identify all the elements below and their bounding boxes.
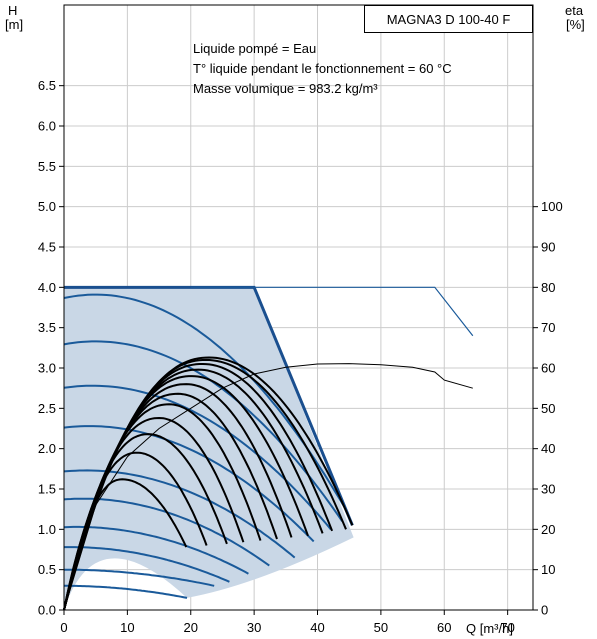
system-curves	[63, 356, 354, 611]
x-tick-label: 30	[247, 620, 261, 635]
right-tick-label: 10	[541, 562, 555, 577]
left-tick-label: 4.0	[38, 280, 56, 295]
right-tick-label: 50	[541, 401, 555, 416]
pump-speed-curve	[63, 340, 344, 522]
right-tick-label: 40	[541, 441, 555, 456]
condition-fluid: Liquide pompé = Eau	[193, 41, 317, 56]
pump-speed-curve	[63, 425, 315, 543]
model-label: MAGNA3 D 100-40 F	[364, 5, 533, 33]
max-efficiency-curve	[190, 286, 474, 337]
right-tick-label: 90	[541, 240, 555, 255]
left-axis-unit: [m]	[5, 17, 23, 32]
condition-temperature: T° liquide pendant le fonctionnement = 6…	[193, 61, 452, 76]
pump-speed-curve	[64, 546, 230, 583]
right-tick-label: 80	[541, 280, 555, 295]
x-tick-label: 60	[437, 620, 451, 635]
left-tick-label: 1.0	[38, 522, 56, 537]
pump-speed-curve	[63, 525, 249, 575]
system-curve	[63, 478, 188, 611]
left-tick-label: 1.5	[38, 482, 56, 497]
x-tick-label: 0	[60, 620, 67, 635]
x-tick-label: 50	[374, 620, 388, 635]
right-tick-label: 20	[541, 522, 555, 537]
pump-speed-curve	[64, 568, 215, 587]
right-tick-label: 0	[541, 603, 548, 618]
right-axis-label: eta	[565, 3, 584, 18]
left-tick-label: 6.0	[38, 119, 56, 134]
x-tick-label: 40	[310, 620, 324, 635]
axes	[59, 4, 538, 615]
x-axis-label: Q [m³/h]	[466, 621, 513, 636]
x-tick-label: 70	[500, 620, 514, 635]
right-tick-label: 70	[541, 320, 555, 335]
plot-frame	[63, 4, 534, 611]
condition-density: Masse volumique = 983.2 kg/m³	[193, 81, 378, 96]
operating-area	[64, 287, 354, 610]
right-tick-label: 60	[541, 361, 555, 376]
left-tick-label: 5.0	[38, 199, 56, 214]
left-tick-label: 2.0	[38, 441, 56, 456]
left-tick-label: 3.0	[38, 361, 56, 376]
efficiency-curve	[63, 363, 473, 611]
right-tick-label: 100	[541, 199, 563, 214]
tick-labels: 0.0 0.5 1.0 1.5 2.0 2.5 3.0 3.5 4.0 4.5 5.0 5.5 6.0 6…	[38, 78, 563, 635]
left-axis-label: H	[8, 3, 17, 18]
left-tick-label: 3.5	[38, 320, 56, 335]
x-tick-label: 10	[120, 620, 134, 635]
left-tick-label: 0.0	[38, 603, 56, 618]
left-tick-label: 2.5	[38, 401, 56, 416]
left-tick-label: 0.5	[38, 562, 56, 577]
left-tick-label: 4.5	[38, 240, 56, 255]
left-tick-label: 6.5	[38, 78, 56, 93]
right-axis-unit: [%]	[566, 17, 585, 32]
left-tick-label: 5.5	[38, 159, 56, 174]
right-tick-label: 30	[541, 482, 555, 497]
x-tick-label: 20	[184, 620, 198, 635]
pump-speed-curve	[64, 584, 188, 599]
